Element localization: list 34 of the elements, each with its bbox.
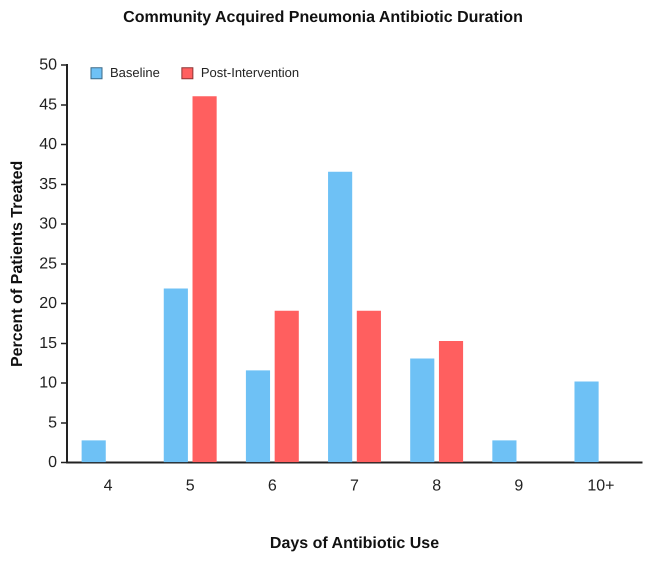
y-tick-label: 30 <box>39 216 58 233</box>
bar <box>164 288 188 462</box>
bar <box>574 382 599 462</box>
bar <box>246 370 270 462</box>
x-tick-label: 6 <box>268 478 277 495</box>
bar <box>328 172 352 462</box>
y-tick-label: 5 <box>48 414 58 432</box>
x-tick-label: 5 <box>186 478 195 495</box>
chart-title: Community Acquired Pneumonia Antibiotic Duration <box>123 9 523 26</box>
x-tick-label: 9 <box>514 478 524 495</box>
y-tick-label: 20 <box>39 295 58 312</box>
y-tick-label: 10 <box>39 374 58 392</box>
y-tick-label: 45 <box>39 96 58 114</box>
bar <box>82 440 106 462</box>
x-tick-label: 4 <box>104 478 113 495</box>
x-tick-label: 10+ <box>587 478 614 495</box>
x-tick-label: 8 <box>432 478 442 495</box>
y-tick-label: 25 <box>39 255 58 272</box>
bar <box>356 310 381 462</box>
bar <box>192 96 217 462</box>
y-tick-label: 40 <box>39 136 58 154</box>
legend-label: Baseline <box>110 64 160 80</box>
bar <box>438 340 464 462</box>
y-tick-label: 50 <box>39 56 58 74</box>
y-tick-label: 35 <box>39 176 58 193</box>
bar <box>410 358 434 462</box>
y-tick-label: 0 <box>48 454 58 472</box>
x-axis-title: Days of Antibiotic Use <box>270 534 440 552</box>
bar <box>274 310 299 462</box>
y-axis-title: Percent of Patients Treated <box>9 160 26 368</box>
bar <box>492 440 516 462</box>
y-tick-label: 15 <box>39 334 58 352</box>
x-tick-label: 7 <box>350 478 360 495</box>
legend-label: Post-Intervention <box>200 64 300 80</box>
